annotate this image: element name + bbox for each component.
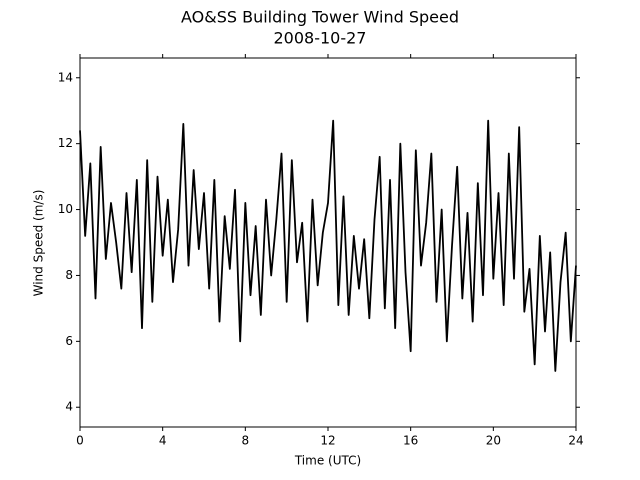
chart-title: AO&SS Building Tower Wind Speed <box>181 8 459 27</box>
x-tick-label: 24 <box>568 434 583 448</box>
x-tick-label: 4 <box>159 434 167 448</box>
y-tick-label: 12 <box>58 136 73 150</box>
y-tick-label: 4 <box>65 400 73 414</box>
x-tick-label: 12 <box>320 434 335 448</box>
x-tick-label: 20 <box>486 434 501 448</box>
y-tick-label: 10 <box>58 202 73 216</box>
x-tick-label: 16 <box>403 434 418 448</box>
y-tick-label: 14 <box>58 70 73 84</box>
x-axis-label: Time (UTC) <box>294 454 361 468</box>
y-axis-label: Wind Speed (m/s) <box>32 190 46 297</box>
data-line <box>79 119 577 372</box>
x-tick-label: 0 <box>76 434 84 448</box>
x-tick-label: 8 <box>242 434 250 448</box>
y-tick-label: 6 <box>65 334 73 348</box>
y-tick-label: 8 <box>65 268 73 282</box>
chart-subtitle: 2008-10-27 <box>274 29 367 48</box>
